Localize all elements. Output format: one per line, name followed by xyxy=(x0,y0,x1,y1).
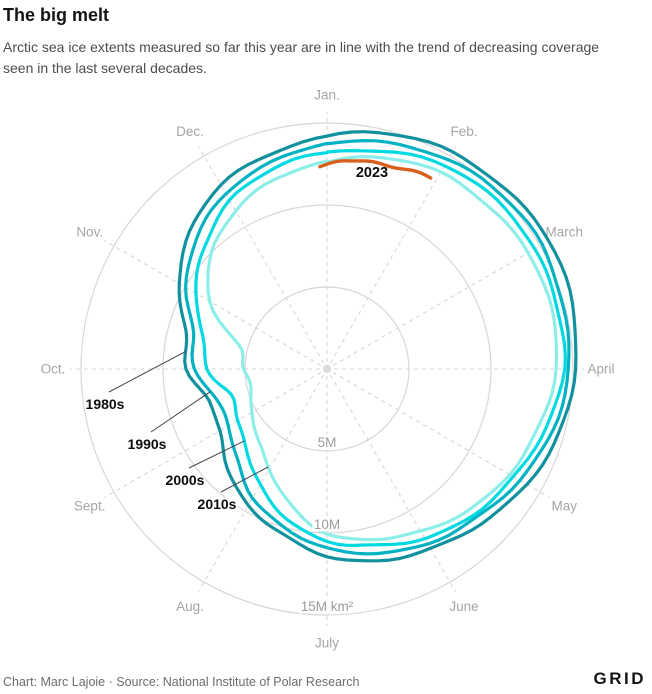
series-label-2023: 2023 xyxy=(356,165,388,181)
radial-tick-5M: 5M xyxy=(318,435,337,450)
series-label-2010s: 2010s xyxy=(198,496,237,512)
month-label-feb: Feb. xyxy=(450,124,477,139)
month-label-aug: Aug. xyxy=(176,599,204,614)
series-label-1980s: 1980s xyxy=(86,396,125,412)
radial-tick-10M: 10M xyxy=(314,517,340,532)
month-spoke xyxy=(332,372,550,498)
month-label-jan: Jan. xyxy=(314,88,340,103)
month-label-april: April xyxy=(587,362,614,377)
series-label-2000s: 2000s xyxy=(166,472,205,488)
month-spoke xyxy=(332,240,550,366)
subtitle-line-2: seen in the last several decades. xyxy=(3,60,207,76)
series-line-2023 xyxy=(318,159,433,180)
grid-circle-15M xyxy=(80,122,574,616)
series-line-2010s xyxy=(206,155,559,542)
grid-logo: GRID xyxy=(593,669,646,688)
month-label-dec: Dec. xyxy=(176,124,204,139)
month-label-sept: Sept. xyxy=(74,499,106,514)
month-label-oct: Oct. xyxy=(41,362,66,377)
month-spoke xyxy=(330,374,456,592)
month-spoke xyxy=(104,372,322,498)
month-label-nov: Nov. xyxy=(76,225,103,240)
month-spoke xyxy=(198,146,324,364)
month-label-june: June xyxy=(449,599,478,614)
radial-tick-15M: 15M km² xyxy=(301,599,354,614)
series-line-1990s xyxy=(184,139,571,556)
month-spoke xyxy=(198,374,324,592)
page-title: The big melt xyxy=(3,5,110,25)
source-credit: Chart: Marc Lajoie · Source: National In… xyxy=(3,675,360,689)
chart-header: The big melt Arctic sea ice extents meas… xyxy=(3,5,649,79)
month-label-march: March xyxy=(546,225,584,240)
month-spoke xyxy=(104,240,322,366)
series-line-1980s xyxy=(177,130,578,563)
center-dot xyxy=(322,364,332,374)
chart-footer: Chart: Marc Lajoie · Source: National In… xyxy=(3,669,646,689)
chart-subtitle: Arctic sea ice extents measured so far t… xyxy=(3,37,649,79)
month-label-may: May xyxy=(552,499,578,514)
leader-line-1980s xyxy=(108,351,186,393)
series-label-1990s: 1990s xyxy=(128,436,167,452)
series-line-2000s xyxy=(194,149,567,547)
subtitle-line-1: Arctic sea ice extents measured so far t… xyxy=(3,39,600,55)
leader-line-2010s xyxy=(220,466,269,493)
month-label-july: July xyxy=(315,636,339,651)
leader-line-1990s xyxy=(150,391,211,433)
leader-line-2000s xyxy=(188,440,245,469)
month-spoke xyxy=(330,146,456,364)
